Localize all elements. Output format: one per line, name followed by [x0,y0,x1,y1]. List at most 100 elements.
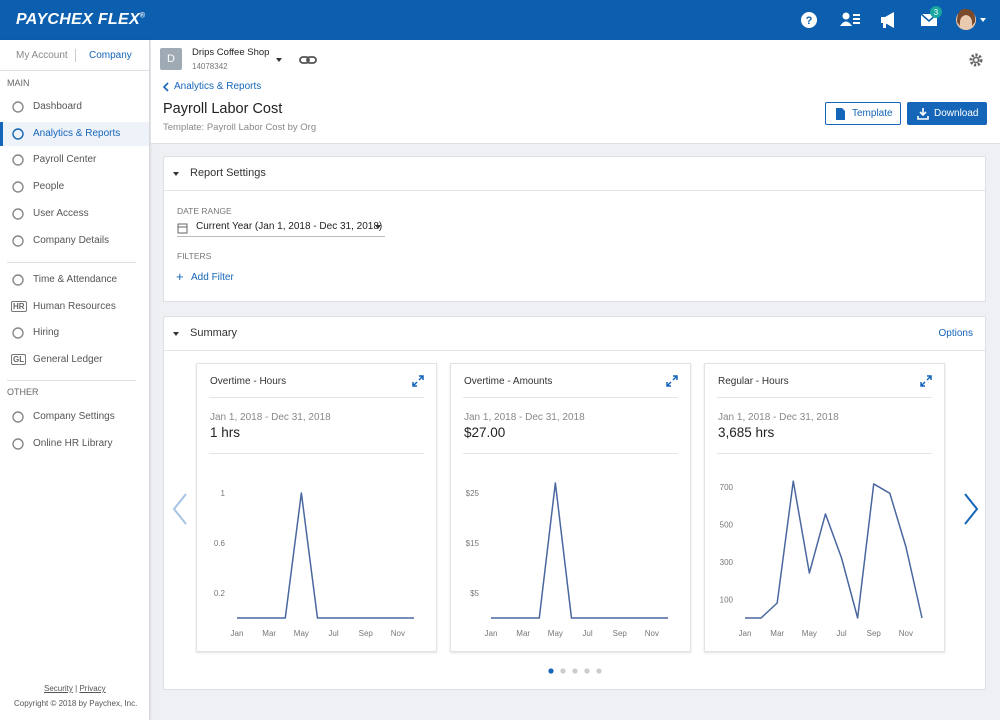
download-button[interactable]: Download [907,102,987,125]
icon-shape [12,437,24,450]
tab[interactable]: My Account [16,50,68,61]
copyright: Copyright © 2018 by Paychex, Inc. [14,699,138,708]
expand-icon[interactable] [412,375,424,387]
next-arrow[interactable] [961,492,981,526]
field-label: FILTERS [177,251,212,261]
field-label: DATE RANGE [177,206,232,216]
nav-item[interactable]: HR Human Resources [0,295,149,319]
date-range-select[interactable]: Current Year (Jan 1, 2018 - Dec 31, 2018… [196,221,383,232]
nav-item[interactable]: GL General Ledger [0,348,149,372]
divider [717,397,932,398]
company-avatar: D [160,48,182,70]
y-tick-label: $5 [470,589,479,598]
y-tick-label: 0.6 [214,539,226,548]
template-button[interactable]: Template [825,102,901,125]
y-tick-label: 1 [221,489,226,498]
prev-arrow[interactable] [170,492,190,526]
nav-label: Dashboard [33,101,82,112]
brand-text: PAYCHEX FLEX [16,11,140,28]
icon-shape [12,101,24,113]
section-title[interactable]: Summary [190,327,238,339]
help-icon[interactable]: ? [801,12,817,28]
settings-icon[interactable] [966,52,986,72]
nav-item[interactable]: Analytics & Reports [0,121,149,146]
section-title[interactable]: Report Settings [190,167,266,179]
x-tick-label: May [548,629,563,638]
nav-item[interactable]: User Access [0,202,149,226]
nav-label: Company Settings [33,411,115,422]
options-link[interactable]: Options [938,328,973,339]
nav-item[interactable]: Company Settings [0,405,149,429]
link-icon[interactable] [299,56,317,64]
nav-icon [12,274,24,286]
messages-icon[interactable] [920,6,942,26]
y-tick-label: 700 [720,483,734,492]
nav-label: Hiring [33,327,60,339]
nav-label: User Access [33,207,89,219]
x-tick-label: Sep [359,629,374,638]
icon-shape [12,234,24,247]
people-icon[interactable] [840,12,860,27]
tab[interactable]: Company [89,50,132,61]
chart-date-range: Jan 1, 2018 - Dec 31, 2018 [210,412,331,423]
breadcrumb[interactable]: Analytics & Reports [174,81,262,92]
divider [164,350,985,351]
divider [463,453,678,454]
divider [164,190,985,191]
divider [209,453,424,454]
x-tick-label: Mar [262,629,276,638]
nav-item[interactable]: Payroll Center [0,148,149,172]
y-tick-label: 300 [720,558,734,567]
icon-shape [920,375,932,387]
nav-item[interactable]: Dashboard [0,95,149,119]
nav-item[interactable]: Time & Attendance [0,268,149,292]
nav-icon [12,101,24,113]
sidebar: My Account Company MAIN OTHER Security |… [0,40,150,720]
announce-icon[interactable] [881,12,894,28]
company-name[interactable]: Drips Coffee Shop [192,47,270,58]
chart-date-range: Jan 1, 2018 - Dec 31, 2018 [464,412,585,423]
x-tick-label: Jul [328,629,338,638]
avatar[interactable] [956,8,986,30]
dot[interactable] [572,668,578,674]
plus-icon: + [176,269,184,284]
nav-label: Time & Attendance [33,274,118,285]
chart: 0.2 0.6 1 Jan Mar May Jul Sep Nov [214,489,414,638]
y-tick-label: 100 [720,595,734,604]
add-filter[interactable]: Add Filter [191,272,234,283]
footer-link[interactable]: Privacy [79,684,106,693]
chart: 100 300 500 700 Jan Mar May Jul Sep Nov [720,480,923,638]
y-tick-label: $15 [466,539,480,548]
nav-item[interactable]: Company Details [0,229,149,253]
footer-link[interactable]: Security [44,684,73,693]
nav-label: General Ledger [33,354,103,366]
icon-shape [12,181,24,193]
header-icons: ? 3 [801,6,986,30]
x-tick-label: May [802,629,817,638]
nav-icon [12,181,24,193]
chart-card: Overtime - Amounts Jan 1, 2018 - Dec 31, … [450,363,691,652]
expand-icon[interactable] [920,375,932,387]
brand-mark: ® [139,12,146,20]
page-title: Payroll Labor Cost [163,101,283,117]
x-tick-label: Jul [836,629,846,638]
expand-icon[interactable] [666,375,678,387]
company-id: 14078342 [192,62,228,71]
nav-item[interactable]: Hiring [0,321,149,345]
dot[interactable] [560,668,566,674]
dot[interactable] [596,668,602,674]
nav-item[interactable]: People [0,175,149,199]
divider [463,397,678,398]
back-icon[interactable] [161,82,171,92]
x-tick-label: Sep [867,629,882,638]
x-tick-label: Mar [770,629,784,638]
page-subtitle: Template: Payroll Labor Cost by Org [163,122,317,133]
nav-icon [12,411,24,423]
dot[interactable] [584,668,590,674]
chart-total: $27.00 [464,425,506,440]
caret[interactable] [276,58,282,62]
nav-item[interactable]: Online HR Library [0,432,149,456]
y-tick-label: 500 [720,520,734,529]
nav-label: Analytics & Reports [33,127,121,139]
dot[interactable] [548,668,554,674]
